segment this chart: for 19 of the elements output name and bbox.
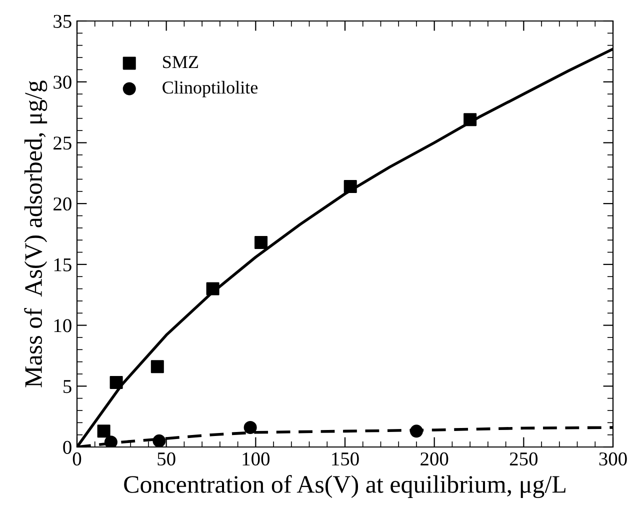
y-tick-label: 20 xyxy=(54,197,72,211)
x-tick-label: 300 xyxy=(599,452,627,466)
y-tick-label: 0 xyxy=(63,440,72,454)
x-tick-label: 50 xyxy=(158,452,176,466)
y-tick-label: 15 xyxy=(54,258,72,272)
y-tick-label: 5 xyxy=(64,380,72,394)
x-tick-label: 250 xyxy=(510,452,538,466)
x-tick-label: 150 xyxy=(332,452,359,466)
y-tick-label: 30 xyxy=(54,76,72,89)
y-tick-label: 35 xyxy=(54,14,72,28)
x-axis-title: Concentration of As(V) at equilibrium, μg/L xyxy=(124,475,566,498)
x-tick-label: 200 xyxy=(420,452,448,466)
x-tick-label: 0 xyxy=(72,452,82,466)
legend-label: Clinoptilolite xyxy=(162,80,258,98)
y-axis-title: Mass of As(V) adsorbed, μg/g xyxy=(24,80,48,388)
legend-label: SMZ xyxy=(163,56,198,68)
y-tick-label: 25 xyxy=(54,136,72,150)
y-tick-label: 10 xyxy=(54,319,72,332)
x-tick-label: 100 xyxy=(242,452,270,466)
